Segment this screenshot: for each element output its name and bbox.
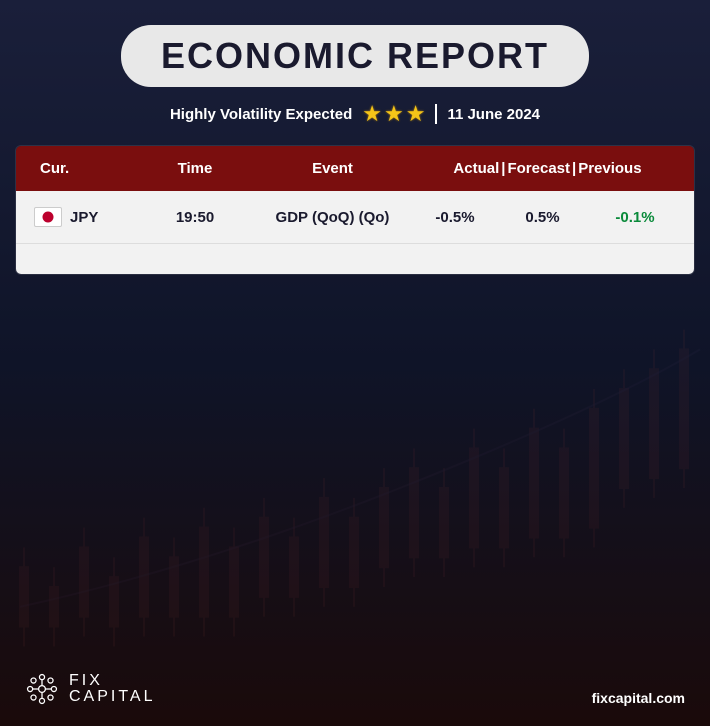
- star-icon: ★: [406, 101, 426, 127]
- currency-cell: JPY: [30, 207, 140, 227]
- volatility-label: Highly Volatility Expected: [170, 106, 352, 123]
- col-event: Event: [250, 160, 415, 177]
- star-icon: ★: [384, 101, 404, 127]
- report-date: 11 June 2024: [447, 106, 540, 123]
- subtitle-row: Highly Volatility Expected ★ ★ ★ 11 June…: [15, 101, 695, 127]
- currency-code: JPY: [70, 209, 98, 226]
- star-icon: ★: [362, 101, 382, 127]
- col-actual: Actual: [453, 160, 499, 177]
- col-forecast: Forecast: [507, 160, 570, 177]
- star-rating: ★ ★ ★: [362, 101, 425, 127]
- website-url: fixcapital.com: [592, 690, 685, 706]
- divider: |: [572, 160, 576, 177]
- col-time: Time: [140, 160, 250, 177]
- table-header: Cur. Time Event Actual | Forecast | Prev…: [16, 146, 694, 191]
- col-currency: Cur.: [30, 160, 140, 177]
- chart-background: [0, 290, 710, 726]
- page-title: ECONOMIC REPORT: [161, 35, 549, 77]
- actual-cell: -0.5%: [415, 209, 495, 226]
- col-previous: Previous: [578, 160, 641, 177]
- event-cell: GDP (QoQ) (Qo): [250, 209, 415, 226]
- brand-name: FIX CAPITAL: [69, 673, 156, 705]
- divider: [435, 104, 437, 124]
- previous-cell: -0.1%: [590, 209, 680, 226]
- economic-table: Cur. Time Event Actual | Forecast | Prev…: [15, 145, 695, 275]
- table-row: JPY 19:50 GDP (QoQ) (Qo) -0.5% 0.5% -0.1…: [16, 191, 694, 244]
- brand-line1: FIX: [69, 673, 156, 689]
- logo-icon: [25, 672, 59, 706]
- table-body: JPY 19:50 GDP (QoQ) (Qo) -0.5% 0.5% -0.1…: [16, 191, 694, 274]
- title-pill: ECONOMIC REPORT: [121, 25, 589, 87]
- divider: |: [501, 160, 505, 177]
- brand-logo: FIX CAPITAL: [25, 672, 156, 706]
- brand-line2: CAPITAL: [69, 689, 156, 705]
- footer: FIX CAPITAL fixcapital.com: [25, 672, 685, 706]
- flag-japan-icon: [34, 207, 62, 227]
- forecast-cell: 0.5%: [495, 209, 590, 226]
- time-cell: 19:50: [140, 209, 250, 226]
